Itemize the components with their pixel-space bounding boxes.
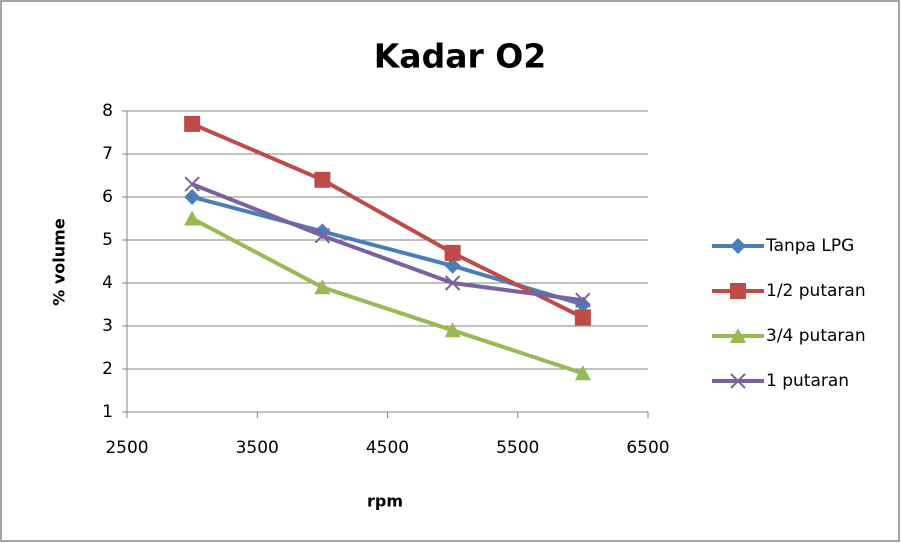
x-tick-label: 5500 [496,438,539,458]
y-tick-label: 2 [102,359,113,379]
marker [184,116,200,132]
x-tick-label: 3500 [236,438,279,458]
x-tick-label: 6500 [626,438,669,458]
y-tick-label: 3 [102,316,113,336]
x-tick-label: 2500 [105,438,148,458]
legend-marker [730,283,746,299]
marker [314,172,330,188]
y-axis-label: % volume [50,218,69,306]
marker [445,245,461,261]
y-tick-label: 7 [102,144,113,164]
y-tick-label: 5 [102,230,113,250]
legend-label: 1 putaran [766,371,849,391]
marker [575,309,591,325]
x-axis-label: rpm [367,492,403,511]
chart: Kadar O2 rpm % volume 1 2 3 4 5 6 7 8 2500 3500 45… [0,0,901,543]
y-tick-label: 8 [102,101,113,121]
legend-label: Tanpa LPG [765,236,854,256]
y-tick-label: 1 [102,402,113,422]
legend-label: 1/2 putaran [766,281,866,301]
page: Kadar O2 rpm % volume 1 2 3 4 5 6 7 8 2500 3500 45… [0,0,901,543]
y-tick-label: 4 [102,273,113,293]
legend-label: 3/4 putaran [766,326,866,346]
y-tick-label: 6 [102,187,113,207]
chart-title: Kadar O2 [374,37,547,76]
x-tick-label: 4500 [366,438,409,458]
